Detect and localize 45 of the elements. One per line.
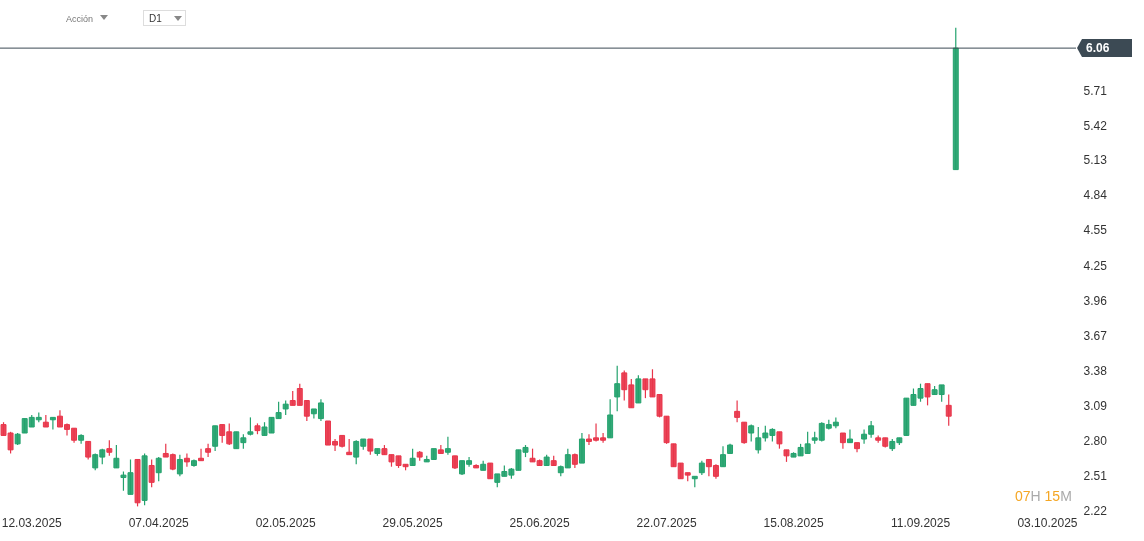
- y-tick-label: 3.38: [1083, 363, 1108, 378]
- candlestick: [607, 398, 614, 439]
- candlestick: [113, 444, 120, 469]
- x-tick-label: 11.09.2025: [890, 515, 951, 530]
- x-tick-label: 29.05.2025: [382, 515, 443, 530]
- annotation: D1: [143, 10, 186, 26]
- candlestick: [720, 445, 726, 468]
- y-tick-label: 3.96: [1083, 294, 1108, 309]
- y-tick-label: 2.22: [1083, 503, 1108, 518]
- candlestick: [847, 428, 853, 444]
- annotation: Acción: [66, 14, 94, 24]
- candlestick: [444, 436, 451, 456]
- ref-line-label: 6.06: [1086, 41, 1110, 56]
- candlestick: [176, 454, 183, 477]
- candlestick: [183, 452, 190, 468]
- y-tick-label: 4.55: [1083, 223, 1108, 238]
- y-tick-label: 2.80: [1083, 433, 1108, 448]
- candlestick: [155, 456, 162, 482]
- x-tick-label: 03.10.2025: [1017, 515, 1078, 530]
- x-tick-label: 12.03.2025: [1, 515, 63, 530]
- candlestick: [212, 425, 219, 452]
- candlestick: [614, 365, 621, 412]
- candlestick: [945, 393, 952, 427]
- y-tick-label: 4.84: [1083, 188, 1108, 203]
- x-tick-label: 15.08.2025: [763, 515, 824, 530]
- candlestick: [205, 443, 212, 458]
- y-tick-label: 3.09: [1083, 398, 1108, 413]
- y-tick-label: 3.67: [1083, 329, 1108, 344]
- annotation: 07H 15M: [1015, 488, 1072, 504]
- candlestick: [741, 421, 748, 445]
- candlestick: [148, 458, 155, 488]
- y-tick-label: 5.13: [1083, 153, 1108, 168]
- y-tick-label: 5.42: [1083, 118, 1108, 133]
- candlestick: [198, 448, 204, 462]
- x-tick-label: 07.04.2025: [128, 515, 190, 530]
- y-tick-label: 4.25: [1083, 259, 1108, 274]
- candlestick: [734, 399, 741, 423]
- candlestick: [49, 416, 56, 431]
- candlestick: [85, 440, 92, 461]
- y-tick-label: 5.71: [1083, 83, 1108, 98]
- y-tick-label: 2.51: [1083, 468, 1108, 483]
- x-tick-label: 22.07.2025: [636, 515, 697, 530]
- candlestick: [924, 383, 931, 406]
- x-tick-label: 25.06.2025: [509, 515, 570, 530]
- x-tick-label: 02.05.2025: [255, 515, 317, 530]
